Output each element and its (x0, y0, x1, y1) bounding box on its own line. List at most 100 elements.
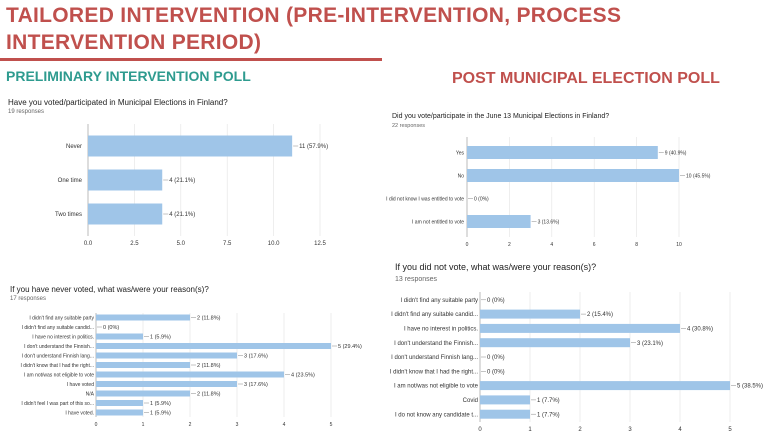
x-tick-label: 5 (728, 427, 732, 433)
x-tick-label: 1 (528, 427, 532, 433)
x-tick-label: 4 (678, 427, 682, 433)
x-tick-label: 7.5 (223, 241, 232, 247)
value-label: 4 (21.1%) (169, 212, 195, 218)
x-tick-label: 5 (330, 422, 333, 428)
value-label: 3 (17.6%) (244, 382, 268, 388)
chart-response-count: 22 responses (392, 123, 426, 129)
category-label: N/A (86, 391, 95, 397)
x-tick-label: 2 (189, 422, 192, 428)
value-label: 0 (0%) (474, 196, 489, 202)
bar (96, 333, 143, 340)
category-label: I didn't know that I had the right... (21, 363, 95, 369)
value-label: 3 (23.1%) (637, 341, 663, 347)
value-label: 2 (11.8%) (197, 391, 221, 397)
category-label: I have no interest in politics. (404, 327, 478, 333)
x-tick-label: 3 (236, 422, 239, 428)
bar (480, 323, 680, 333)
chart-voted-before: Have you voted/participated in Municipal… (8, 98, 338, 247)
category-label: I didn't find any suitable candid... (22, 325, 94, 331)
category-label: I have voted. (65, 410, 94, 416)
chart-question: If you did not vote, what was/were your … (395, 262, 597, 272)
x-tick-label: 10 (676, 242, 682, 248)
value-label: 5 (29.4%) (338, 344, 362, 350)
bar (88, 169, 163, 191)
bar-chart-svg: 0 1 2 3 4 5 I didn't find any suitable party 2 … (21, 313, 362, 428)
value-label: 0 (0%) (487, 298, 505, 304)
x-tick-label: 8 (635, 242, 638, 248)
value-label: 0 (0%) (487, 355, 505, 361)
value-label: 0 (0%) (487, 369, 505, 375)
category-label: Never (66, 144, 82, 150)
bar (480, 395, 530, 405)
bar (96, 390, 190, 397)
chart-never-voted-reasons: If you have never voted, what was/were y… (10, 285, 362, 435)
category-label: I don't understand the Finnish... (394, 341, 478, 347)
category-label: I didn't find any suitable candid... (391, 312, 478, 318)
value-label: 10 (45.5%) (686, 173, 711, 179)
category-label: I didn't find any suitable party (400, 298, 478, 304)
category-label: I didn't feel I was part of this so... (21, 401, 94, 407)
bar (88, 135, 293, 157)
bar (96, 381, 237, 387)
post-election-poll-heading: POST MUNICIPAL ELECTION POLL (452, 70, 720, 87)
value-label: 4 (30.8%) (687, 327, 713, 333)
x-tick-label: 2.5 (130, 241, 139, 247)
value-label: 1 (5.9%) (150, 401, 171, 407)
value-label: 1 (5.9%) (150, 410, 171, 416)
category-label: I am not/was not eligible to vote (394, 384, 479, 390)
x-tick-label: 0 (95, 422, 98, 428)
value-label: 2 (11.8%) (197, 315, 221, 321)
category-label: I don't understand Finnish lang... (391, 355, 478, 361)
slide-title: TAILORED INTERVENTION (PRE-INTERVENTION,… (6, 4, 622, 54)
bar (96, 314, 190, 321)
category-label: I have no interest in politics. (32, 334, 94, 340)
bar (480, 409, 530, 419)
x-tick-label: 2 (578, 427, 582, 433)
chart-response-count: 19 responses (8, 109, 45, 115)
x-tick-label: 4 (283, 422, 286, 428)
chart-question: If you have never voted, what was/were y… (10, 285, 209, 294)
category-label: Covid (463, 398, 478, 404)
x-tick-label: 0 (466, 242, 469, 248)
bar (467, 169, 679, 182)
value-label: 9 (40.9%) (665, 150, 687, 156)
category-label: I have voted (67, 382, 94, 388)
bar (96, 352, 237, 359)
category-label: Two times (55, 212, 82, 218)
chart-did-not-vote-reasons: If you did not vote, what was/were your … (390, 262, 763, 437)
bar (480, 338, 630, 348)
x-tick-label: 0.0 (84, 241, 93, 247)
category-label: I am not entitled to vote (412, 219, 464, 225)
x-tick-label: 0 (478, 427, 482, 433)
x-tick-label: 3 (628, 427, 632, 433)
value-label: 1 (7.7%) (537, 398, 560, 404)
x-tick-label: 12.5 (314, 241, 326, 247)
bar-chart-svg: 0 2 4 6 8 10 Yes 9 (40.9%) No 10 (45.5%) I did not… (386, 137, 711, 248)
x-tick-label: 6 (593, 242, 596, 248)
x-tick-label: 2 (508, 242, 511, 248)
chart-question: Did you vote/participate in the June 13 … (392, 113, 610, 120)
preliminary-poll-heading: PRELIMINARY INTERVENTION POLL (6, 68, 251, 84)
bar-chart-svg: 0 1 2 3 4 5 I didn't find any suitable party 0 … (390, 292, 763, 433)
bar-chart-svg: 0.0 2.5 5.0 7.5 10.0 12.5 Never 11 (57.9%) One t… (55, 124, 328, 247)
category-label: Yes (456, 150, 465, 156)
value-label: 3 (17.6%) (244, 353, 268, 359)
chart-question: Have you voted/participated in Municipal… (8, 98, 228, 107)
bar (96, 362, 190, 368)
value-label: 2 (11.8%) (197, 363, 221, 369)
category-label: I am not/was not eligible to vote (24, 372, 94, 378)
value-label: 0 (0%) (103, 325, 119, 331)
value-label: 1 (5.9%) (150, 334, 171, 340)
value-label: 4 (23.5%) (291, 372, 315, 378)
value-label: 3 (13.6%) (538, 219, 560, 225)
value-label: 5 (38.5%) (737, 384, 763, 390)
bar (96, 371, 284, 378)
bar (96, 409, 143, 416)
x-tick-label: 10.0 (268, 241, 280, 247)
category-label: No (458, 173, 465, 179)
chart-response-count: 13 responses (395, 276, 438, 283)
category-label: I don't understand Finnish lang... (22, 353, 94, 359)
category-label: I didn't know that I had the right... (390, 369, 479, 375)
category-label: One time (58, 178, 83, 184)
bar (96, 400, 143, 406)
